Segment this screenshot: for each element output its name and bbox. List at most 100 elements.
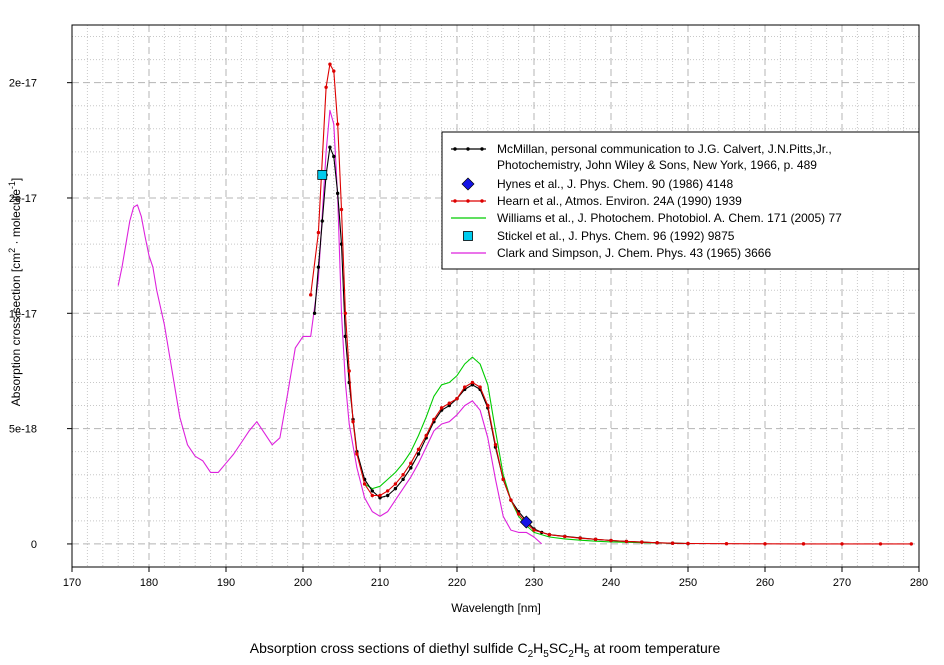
data-point (478, 385, 482, 389)
data-point (432, 417, 436, 422)
data-point (519, 515, 533, 529)
series-line (364, 356, 689, 545)
y-tick-label: 1e-17 (9, 308, 37, 320)
legend-label: McMillan, personal communication to J.G.… (497, 142, 832, 156)
data-point (409, 466, 413, 470)
data-point (309, 293, 313, 297)
data-point (316, 265, 321, 269)
data-point (532, 528, 536, 532)
data-point (320, 219, 324, 223)
data-point (447, 401, 451, 405)
legend-box (441, 131, 920, 270)
caption-part-3: H (574, 640, 584, 656)
data-point (332, 154, 336, 159)
legend-entry-0: McMillan, personal communication to J.G.… (451, 142, 832, 172)
data-point (343, 334, 348, 339)
x-tick-label: 220 (448, 577, 466, 589)
grid (72, 25, 919, 567)
chart-caption: Absorption cross sections of diethyl sul… (250, 640, 721, 660)
data-point (439, 406, 444, 410)
x-tick-label: 210 (371, 577, 389, 589)
legend-entry-5: Clark and Simpson, J. Chem. Phys. 43 (19… (451, 246, 771, 260)
x-tick-label: 230 (525, 577, 543, 589)
data-point (339, 207, 344, 212)
legend-entry-4: Stickel et al., J. Phys. Chem. 96 (1992)… (463, 229, 735, 243)
data-point (386, 489, 390, 493)
data-point (878, 542, 883, 546)
y-axis-label: Absorption cross section [cm2 · molecule… (7, 178, 23, 406)
data-point (624, 539, 629, 544)
y-axis-label-sup1: 2 (7, 248, 17, 253)
series-layer (117, 62, 913, 546)
caption-part-2: SC (549, 640, 568, 656)
data-point (386, 493, 390, 498)
data-point (563, 534, 567, 539)
caption-sub-4: 5 (584, 649, 590, 660)
legend-swatch-dot (453, 199, 457, 203)
y-axis-label-main: Absorption cross section [cm (9, 253, 23, 406)
legend-label: Williams et al., J. Photochem. Photobiol… (497, 211, 842, 225)
legend-swatch-dot (480, 147, 484, 151)
caption-sub-1: 2 (528, 649, 534, 660)
legend-swatch-dot (466, 199, 470, 203)
data-point (763, 542, 767, 546)
legend-entry-3: Williams et al., J. Photochem. Photobiol… (451, 211, 842, 225)
series-2 (309, 62, 913, 546)
y-tick-label: 2e-17 (9, 193, 37, 205)
y-tick-label: 0 (31, 539, 37, 551)
data-point (312, 311, 317, 315)
x-tick-label: 270 (833, 577, 851, 589)
data-point (416, 447, 421, 452)
legend-swatch (463, 231, 473, 241)
data-point (486, 403, 490, 408)
data-point (324, 85, 328, 89)
legend-swatch-dot (453, 147, 457, 151)
data-point (328, 62, 332, 66)
data-point (317, 170, 328, 180)
data-point (801, 542, 806, 546)
data-point (509, 498, 513, 502)
x-tick-label: 180 (140, 577, 158, 589)
caption-suffix: at room temperature (590, 640, 721, 656)
data-point (686, 541, 690, 546)
y-tick-label: 2e-17 (9, 78, 37, 90)
x-tick-label: 190 (217, 577, 235, 589)
caption-prefix: Absorption cross sections of diethyl sul… (250, 640, 528, 656)
data-point (640, 540, 644, 544)
series-4 (317, 170, 328, 180)
y-tick-label: 5e-18 (9, 424, 37, 436)
data-point (355, 452, 359, 456)
data-point (501, 477, 505, 482)
data-point (362, 482, 367, 486)
y-axis-label-end: ] (9, 178, 23, 181)
data-point (416, 452, 421, 456)
data-point (455, 396, 459, 401)
x-tick-label: 280 (910, 577, 928, 589)
data-point (516, 512, 521, 516)
legend-swatch-dot (466, 147, 470, 151)
legend-label: Stickel et al., J. Phys. Chem. 96 (1992)… (497, 229, 735, 243)
data-point (393, 482, 398, 486)
legend: McMillan, personal communication to J.G.… (441, 131, 920, 270)
data-point (724, 542, 729, 546)
x-tick-label: 240 (602, 577, 620, 589)
x-tick-label: 250 (679, 577, 697, 589)
data-point (547, 533, 552, 537)
series-line (310, 63, 912, 545)
data-point (655, 541, 659, 545)
legend-label: Clark and Simpson, J. Chem. Phys. 43 (19… (497, 246, 771, 260)
legend-swatch-dot (480, 199, 484, 203)
data-point (670, 541, 675, 545)
data-point (343, 311, 348, 315)
data-point (578, 536, 582, 540)
y-axis-label-sup2: -1 (7, 181, 17, 189)
x-tick-label: 200 (294, 577, 312, 589)
legend-label: Photochemistry, John Wiley & Sons, New Y… (497, 158, 817, 172)
x-tick-label: 170 (63, 577, 81, 589)
data-point (335, 191, 340, 196)
data-point (378, 493, 382, 498)
data-point (401, 477, 405, 482)
legend-entry-2: Hearn et al., Atmos. Environ. 24A (1990)… (451, 194, 742, 208)
data-point (409, 461, 413, 465)
series-1 (519, 515, 533, 529)
